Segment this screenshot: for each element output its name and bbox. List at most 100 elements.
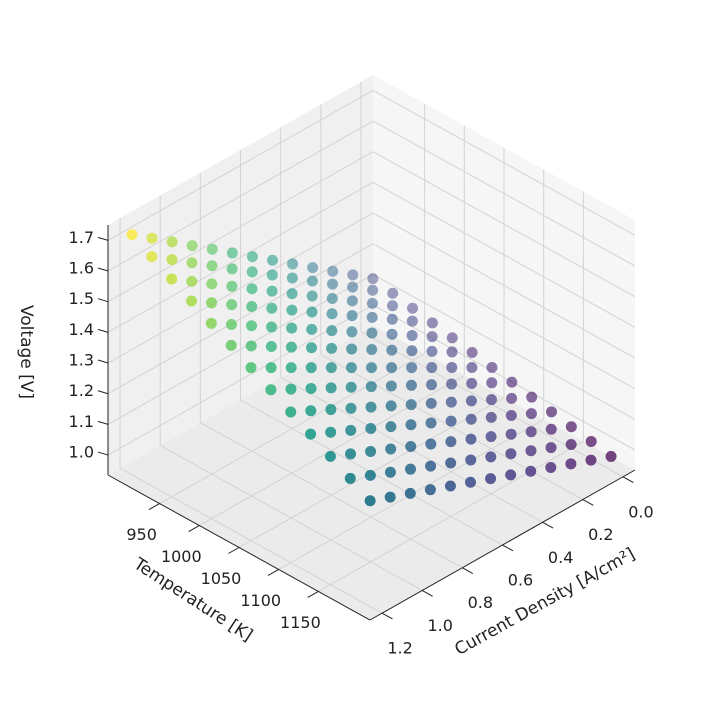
z-tick-label: 1.4 <box>69 320 94 339</box>
data-point <box>585 435 597 447</box>
data-point <box>505 428 517 440</box>
data-point <box>506 392 518 404</box>
data-point <box>305 405 317 417</box>
data-point <box>406 315 418 327</box>
data-point <box>265 362 277 374</box>
data-point <box>186 295 197 307</box>
data-point <box>384 491 396 503</box>
data-point <box>306 342 317 354</box>
data-point <box>326 278 338 290</box>
data-point <box>286 272 298 284</box>
data-point <box>327 265 339 277</box>
data-point <box>405 379 417 391</box>
data-point <box>286 304 298 316</box>
data-point <box>225 319 237 331</box>
data-point <box>305 362 317 374</box>
data-point <box>505 448 517 460</box>
x-tick <box>582 499 594 506</box>
data-point <box>305 428 317 440</box>
grid-line <box>372 181 636 328</box>
data-point <box>305 382 317 394</box>
data-point <box>367 284 379 296</box>
data-point <box>366 311 378 323</box>
z-tick-label: 1.5 <box>69 289 94 308</box>
grid-line <box>372 120 636 267</box>
grid-line <box>372 273 636 420</box>
data-point <box>325 382 337 394</box>
data-point <box>326 292 338 304</box>
data-point <box>367 273 379 285</box>
y-tick-label: 1150 <box>280 613 321 632</box>
data-point <box>226 263 238 275</box>
x-tick-label: 0.8 <box>468 593 493 612</box>
z-tick-label: 1.3 <box>69 351 94 370</box>
data-point <box>245 340 257 352</box>
data-point <box>366 344 378 356</box>
data-point <box>465 476 477 488</box>
data-point <box>426 317 438 329</box>
data-point <box>406 345 418 357</box>
data-point <box>446 378 458 390</box>
data-point <box>486 377 498 389</box>
data-point <box>265 341 277 353</box>
data-point <box>466 347 478 359</box>
data-point <box>506 376 518 388</box>
z-tick <box>97 451 109 456</box>
data-point <box>446 362 458 374</box>
data-point <box>546 406 557 418</box>
z-tick-label: 1.7 <box>69 228 94 247</box>
data-point <box>365 445 377 457</box>
data-point <box>166 273 178 285</box>
z-tick <box>97 420 109 425</box>
data-point <box>444 480 456 492</box>
data-point <box>226 247 238 259</box>
data-point <box>525 426 537 438</box>
z-tick <box>97 390 109 395</box>
points <box>126 229 617 507</box>
grid-line <box>107 89 374 241</box>
grid-line <box>107 212 374 364</box>
x-tick-label: 1.2 <box>387 639 412 658</box>
data-point <box>465 454 477 466</box>
z-tick <box>97 359 109 364</box>
x-tick <box>421 590 433 597</box>
data-point <box>425 438 437 450</box>
data-point <box>246 300 258 312</box>
data-point <box>425 460 437 472</box>
data-point <box>266 321 278 333</box>
data-point <box>465 395 477 407</box>
x-tick <box>542 521 554 529</box>
data-point <box>585 454 597 466</box>
data-point <box>186 257 198 269</box>
data-point <box>426 362 438 374</box>
data-point <box>306 323 318 335</box>
z-tick-label: 1.2 <box>69 381 94 400</box>
data-point <box>545 442 557 454</box>
data-point <box>525 465 537 477</box>
x-tick-label: 0.0 <box>628 502 653 521</box>
data-point <box>245 362 257 374</box>
grid-line <box>372 243 636 390</box>
data-point <box>286 322 298 334</box>
data-point <box>465 413 477 425</box>
data-point <box>285 362 297 374</box>
data-point <box>385 421 397 433</box>
data-point <box>346 343 358 355</box>
data-point <box>446 346 458 358</box>
data-point <box>445 457 457 469</box>
data-point <box>345 362 357 374</box>
y-tick <box>307 591 319 598</box>
data-point <box>166 236 178 248</box>
y-axis-line <box>107 474 371 621</box>
data-point <box>406 362 418 374</box>
z-axis-label: Voltage [V] <box>16 305 36 399</box>
data-point <box>345 402 357 414</box>
data-point <box>206 278 218 290</box>
grid-line <box>372 151 636 298</box>
data-point <box>387 287 399 299</box>
grid-line <box>107 151 374 303</box>
data-point <box>324 450 336 462</box>
z-tick <box>97 236 109 241</box>
data-point <box>306 306 318 318</box>
